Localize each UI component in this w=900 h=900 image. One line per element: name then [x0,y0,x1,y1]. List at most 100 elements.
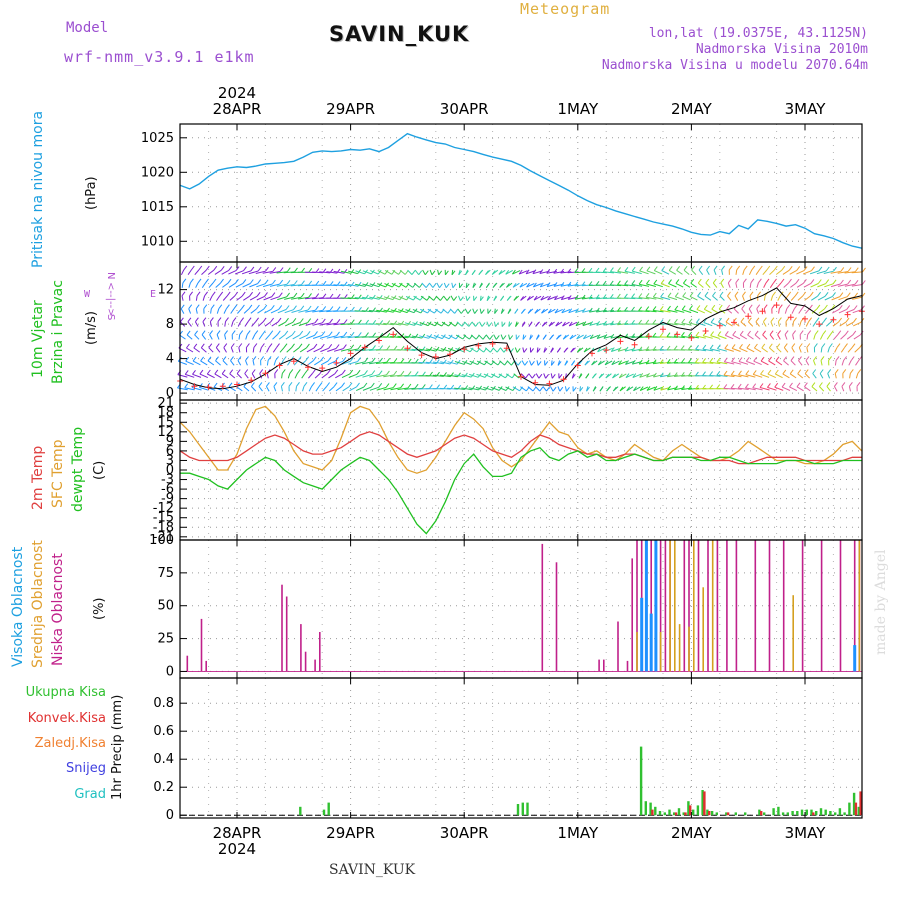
wind-barb [768,360,776,366]
wind-barb [293,360,299,366]
compass-E: E [150,289,157,300]
wind-barb-flag [738,370,742,376]
wind-barb [617,323,629,326]
wind-barb-flag [645,346,650,351]
wind-barb [291,309,301,313]
wind-barb [826,334,831,340]
total-precip-bar [644,801,647,816]
wind-barb-flag [718,304,723,310]
total-precip-bar [848,802,851,816]
wind-barb [340,284,352,287]
wind-barb-flag [288,381,293,387]
wind-barb [195,295,198,301]
wind-barb [265,334,271,340]
wind-barb [454,387,465,390]
wind-barb-flag [378,294,383,300]
wind-barb [470,347,478,353]
wind-barb [252,347,255,353]
wind-barb-flag [508,322,513,327]
wind-barb-flag [260,343,265,348]
wind-barb [369,374,380,378]
wind-barb-flag [604,360,609,366]
wind-barb-flag [308,293,312,298]
total-precip-bar [763,812,766,816]
wind-barb-flag [832,292,836,297]
wind-barb [427,308,435,314]
low-cloud-bar [541,543,544,672]
wind-barb-flag [255,304,260,310]
wind-barb [645,310,657,313]
wind-barb-flag [799,330,804,335]
wind-barb-flag [215,343,220,348]
wind-barb-flag [556,347,561,353]
wind-barb-flag [638,279,643,285]
wind-barb-flag [265,266,269,272]
wind-barb [440,361,451,365]
wind-barb [731,374,742,378]
wind-barb-flag [727,278,732,284]
wind-barb-flag [772,291,776,297]
wind-barb [520,373,526,379]
wind-barb-flag [631,319,635,325]
wind-barb-flag [267,356,272,361]
wind-barb-flag [321,318,326,324]
wind-barb [841,386,845,392]
wind-barb-flag [515,322,519,327]
wind-barb-flag [597,360,602,366]
wind-barb-flag [217,317,222,322]
total-precip-bar [692,809,695,816]
mid-cloud-bar [858,540,861,672]
wind-barb-flag [535,322,539,327]
wind-barb-flag [260,356,265,361]
wind-barb [603,310,614,313]
wind-barb-flag [596,320,600,326]
wind-barb [194,269,200,276]
wind-barb-flag [605,373,610,379]
wind-barb [448,334,457,340]
wind-marker [234,381,240,388]
wind-barb-flag [806,343,811,348]
wind-barb [848,386,851,392]
wind-barb-flag [652,306,657,311]
wind-barb [447,361,458,365]
wind-barb-flag [195,304,200,310]
wind-barb-flag [832,279,837,285]
wind-barb-flag [602,294,607,299]
wind-barb-flag [639,266,643,272]
wind-barb [789,386,798,392]
wind-barb-flag [544,361,549,366]
wind-barb-flag [356,382,360,388]
conv-precip-bar [726,812,730,816]
wind-barb [789,373,797,379]
wind-barb-flag [479,283,484,289]
wind-barb-flag [673,372,678,377]
wind-barb [492,347,498,353]
conv-precip-bar [684,812,687,816]
wind-barb-flag [709,371,713,376]
wind-barb-flag [794,304,798,310]
wind-barb [270,296,280,301]
wind-barb-flag [843,356,847,361]
wind-barb-flag [243,266,247,272]
wind-barb-flag [681,318,686,324]
wind-barb [397,387,408,391]
wind-barb-flag [225,317,229,322]
wind-barb-flag [610,267,614,272]
wind-barb-flag [235,266,240,271]
wind-barb [483,373,493,379]
wind-barb-flag [307,318,312,323]
wind-barb [181,282,184,288]
wind-barb [411,348,423,352]
wind-barb-flag [566,386,570,392]
wind-barb-flag [187,317,192,323]
wind-barb [567,284,579,287]
wind-barb-flag [581,281,586,287]
wind-barb [293,347,300,353]
wind-barb-flag [314,331,318,336]
wind-barb [755,321,760,327]
wind-barb [341,373,350,379]
wind-barb [668,283,677,288]
wind-barb-flag [452,283,457,289]
wind-barb [652,309,664,313]
wind-barb [661,270,670,275]
